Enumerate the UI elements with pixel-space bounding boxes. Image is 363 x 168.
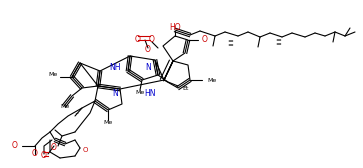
Text: =: =: [227, 42, 233, 48]
Text: =: =: [275, 37, 281, 43]
Text: Me: Me: [135, 91, 144, 95]
Text: N: N: [145, 62, 151, 72]
Text: O: O: [149, 35, 155, 45]
Text: ..: ..: [74, 107, 79, 116]
Text: Me: Me: [207, 77, 216, 82]
Text: Et: Et: [182, 86, 188, 91]
Text: O: O: [12, 141, 18, 151]
Text: O: O: [145, 46, 151, 54]
Text: Me: Me: [61, 103, 70, 109]
Text: O: O: [135, 35, 141, 45]
Text: NH: NH: [109, 64, 121, 73]
Text: O: O: [41, 152, 47, 160]
Text: O: O: [32, 150, 38, 158]
Text: =: =: [227, 38, 233, 44]
Text: HN: HN: [144, 90, 156, 98]
Text: Me: Me: [103, 120, 113, 125]
Text: Me: Me: [49, 72, 58, 76]
Text: =: =: [275, 41, 281, 47]
Text: O: O: [51, 143, 57, 153]
Text: HO: HO: [169, 24, 181, 32]
Text: O: O: [202, 35, 208, 45]
Text: O: O: [83, 147, 88, 153]
Text: N: N: [112, 90, 118, 98]
